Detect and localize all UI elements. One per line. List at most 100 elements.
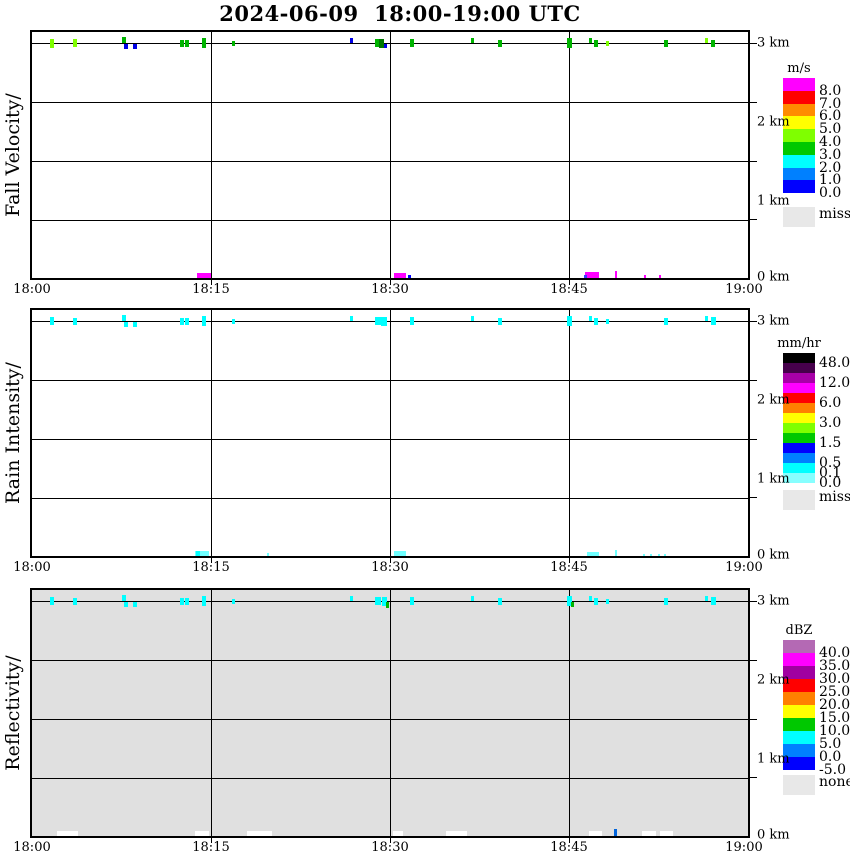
gridline-horizontal (32, 161, 748, 162)
legend-reflectivity: dBZ 40.0 35.0 30.0 25.0 20.0 15.0 10.0 5.0 0.0 -5… (783, 623, 850, 853)
data-mark (589, 596, 592, 601)
data-mark (383, 44, 387, 48)
legend-color-band (783, 433, 815, 443)
x-tick-label: 18:30 (371, 560, 409, 575)
legend-value-label: -5.0 (819, 762, 846, 778)
data-mark (73, 39, 77, 47)
data-mark (470, 38, 474, 43)
data-mark (393, 831, 404, 836)
data-mark (584, 272, 599, 278)
legend-color-scale (783, 78, 815, 194)
data-mark (194, 551, 209, 556)
data-mark (121, 315, 126, 321)
gridline-horizontal (32, 439, 748, 440)
legend-value-label: 12.0 (819, 375, 850, 391)
legend-color-band (783, 413, 815, 423)
data-mark (614, 550, 617, 556)
data-mark (132, 602, 137, 607)
legend-title: mm/hr (777, 336, 821, 351)
data-mark (409, 317, 414, 325)
plot-canvas (32, 310, 748, 556)
legend-color-band (783, 373, 815, 383)
data-mark (180, 39, 185, 47)
data-mark (594, 597, 599, 605)
data-mark (124, 322, 129, 327)
data-mark (50, 317, 55, 325)
legend-color-band (783, 731, 815, 744)
legend-miss-box (783, 207, 815, 228)
legend-value-label: 6.0 (819, 395, 842, 411)
legend-color-band (783, 353, 815, 363)
data-mark (566, 38, 572, 48)
data-mark (232, 598, 236, 604)
data-mark (650, 554, 653, 556)
data-mark (663, 554, 666, 556)
x-tick-label: 19:00 (725, 840, 763, 855)
data-mark (386, 602, 390, 608)
data-mark (350, 596, 354, 601)
legend-value-label: 5.0 (819, 736, 842, 752)
data-mark (594, 317, 599, 325)
data-mark (497, 39, 502, 47)
legend-value-label: 7.0 (819, 95, 842, 112)
x-tick-label: 18:45 (550, 560, 588, 575)
panel-reflectivity: Reflectivity/ dBZ 40.0 35.0 30.0 25.0 20.0 15… (0, 588, 850, 855)
legend-value-label: 20.0 (819, 697, 850, 713)
y-axis-label: Reflectivity/ (2, 655, 24, 771)
data-mark (643, 554, 646, 556)
data-mark (710, 317, 716, 325)
plot-canvas (32, 590, 748, 836)
data-mark (185, 317, 190, 325)
data-mark (121, 37, 126, 43)
data-mark (588, 831, 602, 836)
gridline-horizontal (32, 498, 748, 499)
data-mark (446, 831, 468, 836)
y-axis-label: Fall Velocity/ (2, 93, 24, 217)
data-mark (50, 38, 55, 48)
data-mark (566, 316, 572, 326)
legend-color-band (783, 129, 815, 142)
data-mark (232, 318, 236, 324)
chart-title: 2024-06-09 18:00-19:00 UTC (219, 1, 581, 26)
legend-color-band (783, 473, 815, 483)
data-mark (605, 318, 609, 324)
data-mark (589, 38, 592, 43)
legend-rain-intensity: mm/hr 48.0 12.0 6.0 3.0 1.5 0.5 0.1 0.0 miss (777, 336, 850, 566)
legend-title: dBZ (785, 623, 813, 638)
data-mark (180, 317, 185, 325)
data-mark (704, 316, 708, 321)
data-mark (180, 597, 185, 605)
axis-tick (750, 719, 757, 720)
data-mark (121, 595, 126, 601)
axis-tick (750, 321, 757, 322)
data-mark (409, 597, 414, 605)
legend-value-label: 10.0 (819, 723, 850, 739)
axis-tick (750, 660, 757, 661)
data-mark (185, 597, 190, 605)
data-mark (605, 598, 609, 604)
gridline-vertical (569, 590, 570, 836)
data-mark (350, 38, 354, 43)
data-mark (393, 273, 406, 278)
y-tick-label: 1 km (757, 193, 790, 209)
data-mark (73, 597, 77, 605)
data-mark (381, 316, 387, 326)
data-mark (381, 596, 387, 606)
legend-color-band (783, 90, 815, 104)
data-mark (132, 322, 137, 327)
legend-color-band (783, 167, 815, 181)
data-mark (195, 551, 200, 556)
data-mark (470, 596, 474, 601)
legend-miss-box (783, 490, 815, 510)
legend-color-band (783, 403, 815, 413)
gridline-vertical (211, 590, 212, 836)
gridline-horizontal (32, 220, 748, 221)
gridline-horizontal (32, 660, 748, 661)
y-tick-label: 2 km (757, 114, 790, 130)
legend-color-band (783, 141, 815, 155)
legend-value-label: 8.0 (819, 82, 842, 99)
axis-tick (750, 439, 757, 440)
data-mark (644, 275, 647, 278)
data-mark (407, 275, 411, 278)
data-mark (374, 39, 379, 47)
